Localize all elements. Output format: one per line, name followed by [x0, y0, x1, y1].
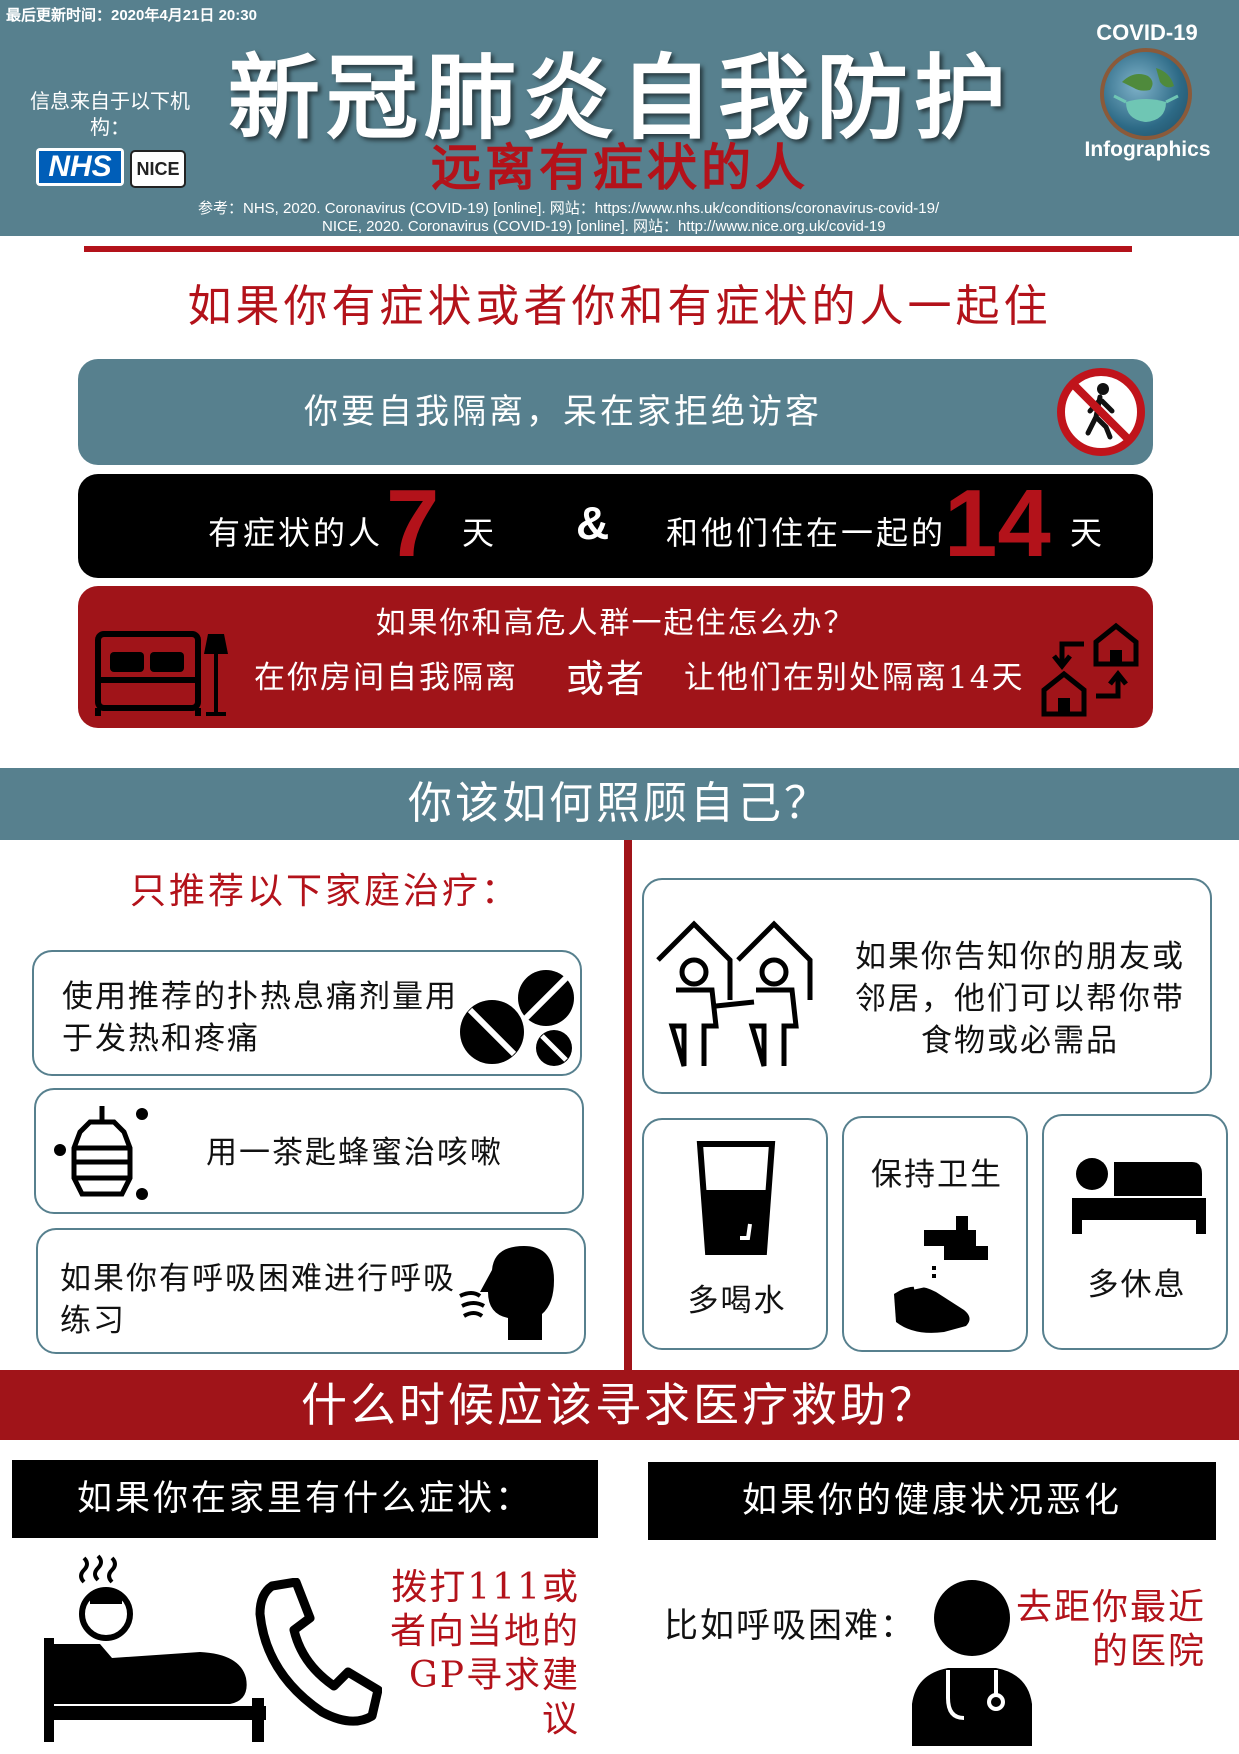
neighbours-icon: [654, 910, 814, 1070]
worsening-health-bar: 如果你的健康状况恶化: [648, 1462, 1216, 1540]
go-to-hospital-advice: 去距你最近的医院: [1016, 1586, 1206, 1674]
honey-card: 用一茶匙蜂蜜治咳嗽: [34, 1088, 584, 1214]
breathing-card: 如果你有呼吸困难进行呼吸练习: [36, 1228, 586, 1354]
last-updated: 最后更新时间：2020年4月21日 20:30: [6, 4, 257, 25]
high-risk-or: 或者: [566, 648, 646, 703]
section2-banner: 你该如何照顾自己？: [0, 768, 1239, 840]
home-treatment-heading: 只推荐以下家庭治疗：: [130, 862, 520, 914]
globe-mask-icon: [1100, 48, 1192, 140]
rest-label: 多休息: [1044, 1264, 1230, 1306]
section3-heading: 什么时候应该寻求医疗救助？: [0, 1370, 1239, 1440]
call-111-advice: 拨打111或者向当地的GP寻求建议: [380, 1566, 580, 1742]
isolation-days-box: 有症状的人 7 天 & 和他们住在一起的 14 天: [78, 474, 1153, 578]
paracetamol-text: 使用推荐的扑热息痛剂量用于发热和疼痛: [62, 976, 462, 1060]
handwashing-icon: [884, 1210, 994, 1338]
high-risk-box: 如果你和高危人群一起住怎么办？ 在你房间自我隔离 或者 让他们在别处隔离14天: [78, 586, 1153, 728]
bed-lamp-icon: [92, 628, 234, 716]
reference-nice: NICE, 2020. Coronavirus (COVID-19) [onli…: [322, 215, 886, 236]
honey-text: 用一茶匙蜂蜜治咳嗽: [206, 1132, 503, 1174]
sick-in-bed-icon: [40, 1548, 270, 1744]
center-divider: [624, 840, 632, 1370]
covid-badge-title: COVID-19: [1082, 20, 1212, 46]
hygiene-card: 保持卫生: [842, 1116, 1028, 1352]
divider-rule: [84, 246, 1132, 252]
high-risk-option2: 让他们在别处隔离14天: [684, 652, 1024, 697]
section1-heading: 如果你有症状或者你和有症状的人一起住: [0, 270, 1239, 334]
phone-icon: [252, 1578, 382, 1728]
drink-water-label: 多喝水: [644, 1280, 830, 1322]
high-risk-question: 如果你和高危人群一起住怎么办？: [78, 598, 1153, 642]
home-symptoms-bar: 如果你在家里有什么症状：: [12, 1460, 598, 1538]
symptoms-days-unit: 天: [462, 508, 497, 554]
page-subtitle: 远离有症状的人: [360, 128, 880, 200]
move-house-icon: [1040, 620, 1140, 720]
section2-heading: 你该如何照顾自己？: [0, 768, 1239, 840]
nhs-logo-text: NHS: [39, 151, 121, 183]
rest-card: 多休息: [1042, 1114, 1228, 1350]
nhs-logo: NHS: [36, 148, 124, 186]
self-isolate-text: 你要自我隔离，呆在家拒绝访客: [78, 359, 1048, 465]
ampersand: &: [576, 496, 612, 550]
water-glass-icon: [694, 1138, 778, 1258]
self-isolate-box: 你要自我隔离，呆在家拒绝访客: [78, 359, 1153, 465]
bed-rest-icon: [1070, 1156, 1208, 1236]
friends-help-text: 如果你告知你的朋友或邻居，他们可以帮你带食物或必需品: [840, 936, 1200, 1062]
household-days-number: 14: [944, 472, 1051, 576]
pills-icon: [458, 960, 576, 1070]
hygiene-label: 保持卫生: [844, 1154, 1030, 1196]
breathing-head-icon: [458, 1240, 570, 1348]
friends-help-card: 如果你告知你的朋友或邻居，他们可以帮你带食物或必需品: [642, 878, 1212, 1094]
section3-banner: 什么时候应该寻求医疗救助？: [0, 1370, 1239, 1440]
no-visitors-icon: [1056, 367, 1146, 457]
breathing-difficulty-example: 比如呼吸困难：: [664, 1598, 916, 1647]
infographics-badge-label: Infographics: [1070, 138, 1225, 162]
household-days-unit: 天: [1070, 508, 1105, 554]
household-days-label: 和他们住在一起的: [666, 508, 946, 554]
paracetamol-card: 使用推荐的扑热息痛剂量用于发热和疼痛: [32, 950, 582, 1076]
symptoms-days-label: 有症状的人: [208, 508, 383, 554]
source-label: 信息来自于以下机构：: [30, 88, 190, 140]
nice-logo: NICE: [130, 150, 186, 188]
honey-jar-icon: [50, 1102, 154, 1206]
symptoms-days-number: 7: [386, 472, 439, 576]
drink-water-card: 多喝水: [642, 1118, 828, 1350]
breathing-text: 如果你有呼吸困难进行呼吸练习: [60, 1258, 460, 1342]
high-risk-option1: 在你房间自我隔离: [254, 652, 518, 697]
